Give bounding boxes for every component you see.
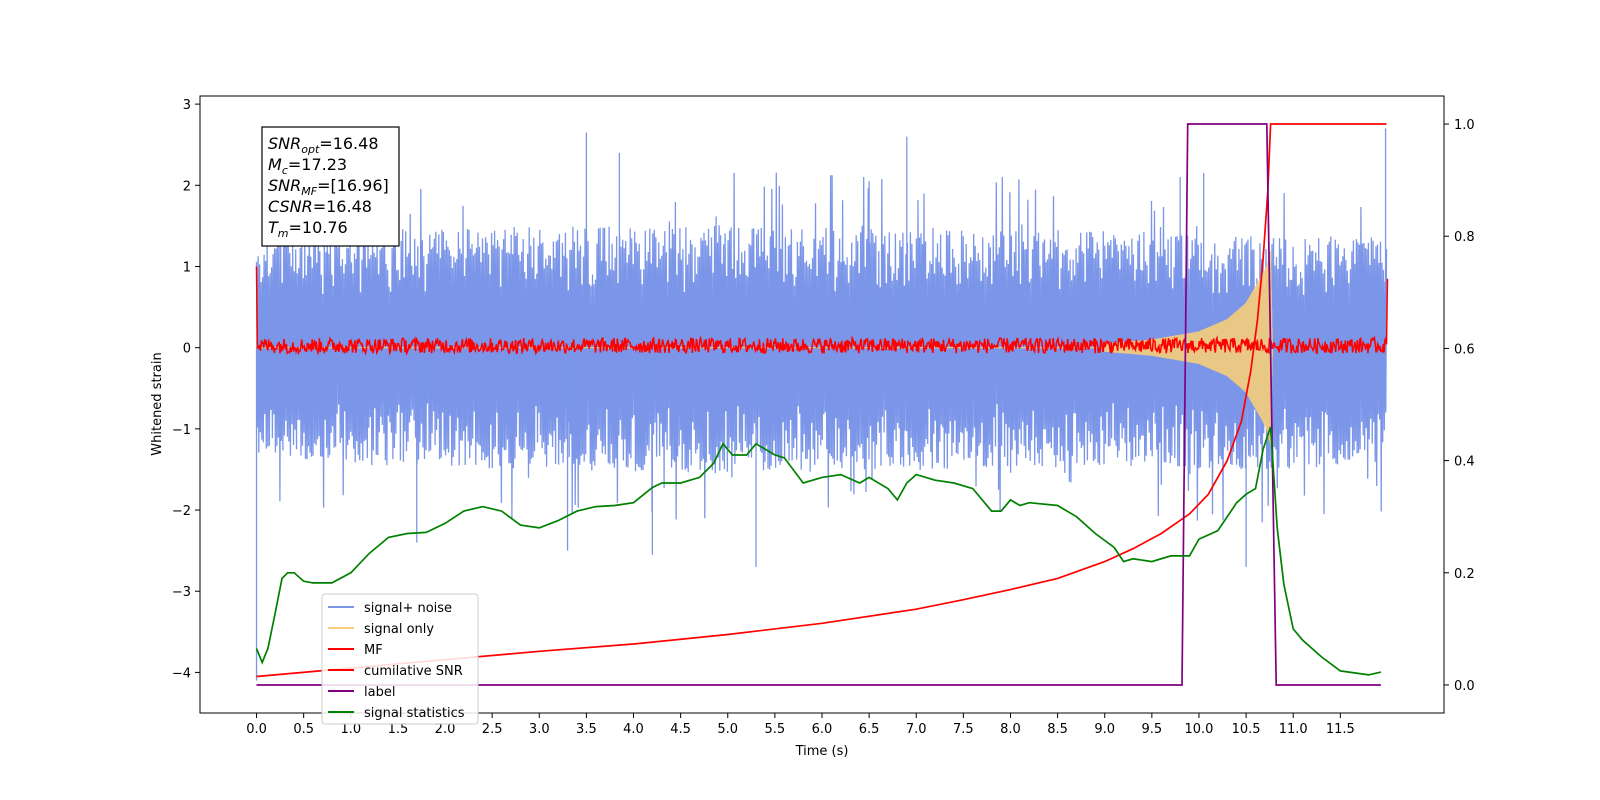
x-tick-label: 2.0 — [435, 722, 456, 737]
y-tick-label: 2 — [183, 179, 191, 194]
legend-frame — [321, 593, 479, 725]
annotation-line: CSNR=16.48 — [268, 197, 372, 216]
x-tick-label: 7.5 — [953, 722, 974, 737]
y-tick-label: −2 — [172, 504, 191, 519]
x-tick-label: 0.0 — [246, 722, 267, 737]
y-right-tick-label: 0.6 — [1454, 342, 1475, 357]
series-signal-noise — [255, 172, 1388, 523]
x-tick-label: 8.5 — [1047, 722, 1068, 737]
x-axis-label: Time (s) — [795, 744, 849, 759]
axes-layer: 0.0 0.5 1.0 1.5 2.0 2.5 3.0 3.5 4.0 4.5 5.0 5.5 6.0 6… — [172, 98, 1475, 737]
y-right-tick-label: 1.0 — [1454, 118, 1475, 133]
y-tick-label: −4 — [172, 666, 191, 681]
y-right-tick-label: 0.0 — [1454, 679, 1475, 694]
legend-label: label — [364, 685, 395, 700]
series-label — [256, 123, 1381, 686]
y-tick-label: 1 — [183, 260, 191, 275]
legend-label: cumilative SNR — [364, 664, 463, 679]
x-tick-label: 10.0 — [1184, 722, 1213, 737]
y-tick-label: −1 — [172, 423, 191, 438]
y-tick-label: 0 — [183, 342, 191, 357]
x-tick-label: 2.5 — [482, 722, 503, 737]
legend-label: signal statistics — [364, 706, 465, 721]
x-tick-label: 8.0 — [1000, 722, 1021, 737]
x-tick-label: 1.0 — [340, 722, 361, 737]
y-right-tick-label: 0.8 — [1454, 230, 1475, 245]
annotation-line: SNRopt=16.48 — [268, 134, 379, 156]
x-tick-label: 10.5 — [1232, 722, 1261, 737]
y-tick-label: 3 — [183, 98, 191, 113]
y-right-tick-label: 0.4 — [1454, 455, 1475, 470]
legend-label: signal+ noise — [364, 601, 452, 616]
x-tick-label: 3.0 — [529, 722, 550, 737]
series-layer — [255, 123, 1389, 686]
x-tick-label: 4.5 — [670, 722, 691, 737]
series-mf — [255, 266, 1389, 356]
series-signal-only — [1104, 251, 1274, 445]
y-right-tick-label: 0.2 — [1454, 567, 1475, 582]
x-tick-label: 9.5 — [1142, 722, 1163, 737]
annotation-frame — [261, 126, 400, 247]
legend: signal+ noise signal only MF cumilative SNR… — [321, 593, 479, 725]
x-tick-label: 5.0 — [717, 722, 738, 737]
annotation-line: Mc=17.23 — [268, 155, 347, 177]
x-tick-label: 6.0 — [812, 722, 833, 737]
series-signal-statistics — [255, 426, 1382, 676]
annotation-line: SNRMF=[16.96] — [268, 176, 389, 198]
x-tick-label: 11.0 — [1279, 722, 1308, 737]
y-tick-label: −3 — [172, 585, 191, 600]
legend-label: MF — [364, 643, 383, 658]
x-tick-label: 0.5 — [293, 722, 314, 737]
annotation-box: SNRopt=16.48Mc=17.23SNRMF=[16.96]CSNR=16… — [261, 126, 400, 247]
x-tick-label: 5.5 — [765, 722, 786, 737]
x-tick-label: 6.5 — [859, 722, 880, 737]
x-tick-label: 9.0 — [1094, 722, 1115, 737]
y-axis-label: Whitened strain — [150, 352, 165, 455]
legend-label: signal only — [364, 622, 434, 637]
x-tick-label: 4.0 — [623, 722, 644, 737]
x-tick-label: 7.0 — [906, 722, 927, 737]
annotation-line: Tm=10.76 — [268, 218, 348, 240]
x-tick-label: 11.5 — [1326, 722, 1355, 737]
x-tick-label: 1.5 — [388, 722, 409, 737]
x-tick-label: 3.5 — [576, 722, 597, 737]
